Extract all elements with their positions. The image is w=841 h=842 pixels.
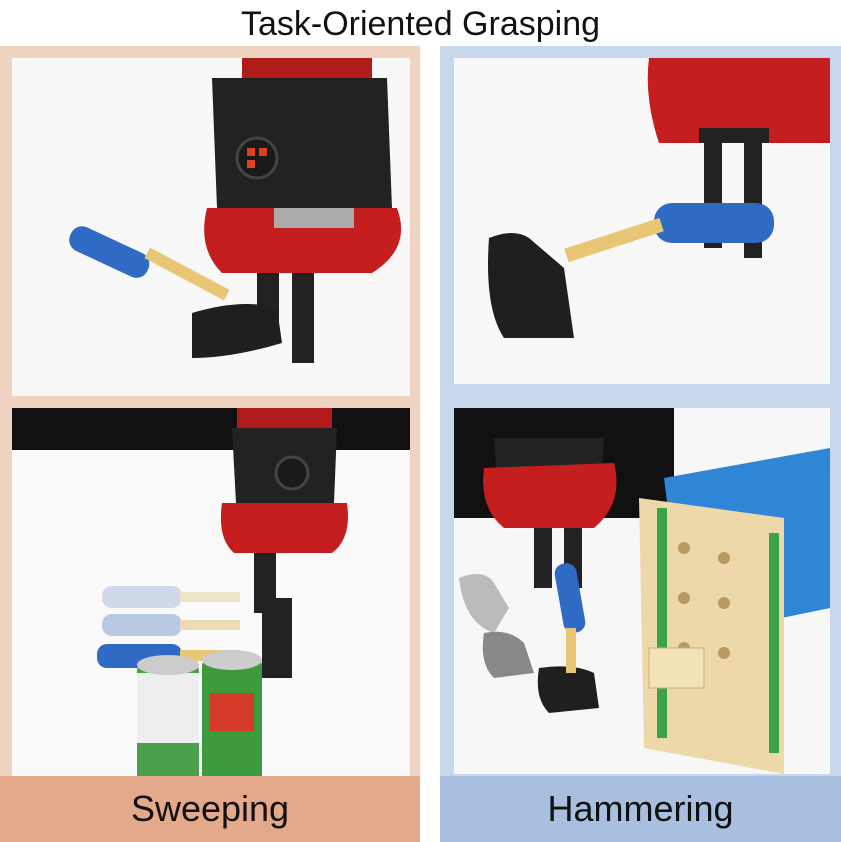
sweeping-grasp-photo bbox=[12, 58, 410, 396]
figure-title: Task-Oriented Grasping bbox=[240, 5, 601, 43]
sweeping-panel: Sweeping bbox=[0, 46, 420, 842]
hammering-grasp-photo bbox=[454, 58, 830, 384]
robot-gripper-handle-illustration bbox=[454, 58, 830, 384]
hammering-panel: Hammering bbox=[440, 46, 841, 842]
hammering-action-photo bbox=[454, 408, 830, 774]
hammering-peg-illustration bbox=[454, 408, 830, 774]
sweeping-cans-illustration bbox=[12, 408, 410, 776]
robot-gripper-hammer-illustration bbox=[12, 58, 410, 396]
sweeping-label: Sweeping bbox=[0, 776, 420, 842]
sweeping-action-photo bbox=[12, 408, 410, 776]
hammering-label: Hammering bbox=[440, 776, 841, 842]
